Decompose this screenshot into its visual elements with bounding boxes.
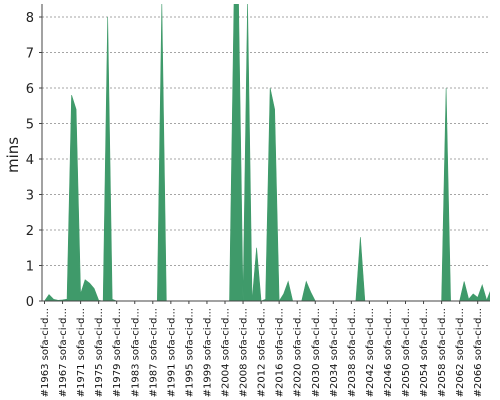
x-tick-label-5: #1983 sofa-ci-d...: [130, 308, 141, 397]
area-series: [44, 4, 490, 301]
y-tick-label-4: 4: [26, 153, 34, 168]
y-tick-label-0: 0: [26, 295, 34, 310]
x-tick-label-11: #2008 sofa-ci-d...: [239, 308, 250, 397]
y-tick-label-6: 6: [26, 82, 34, 97]
y-tick-label-7: 7: [26, 47, 34, 62]
x-tick-label-2: #1971 sofa-ci-d...: [76, 308, 87, 397]
y-tick-labels: 0 1 2 3 4 5 6 7 8: [26, 11, 42, 310]
x-tick-label-7: #1991 sofa-ci-d...: [166, 308, 177, 397]
y-tick-label-3: 3: [26, 189, 34, 204]
x-tick-label-0: #1963 sofa-ci-d...: [40, 308, 51, 397]
y-axis-label: mins: [4, 137, 22, 173]
x-tick-label-17: #2038 sofa-ci-d...: [347, 308, 358, 397]
x-tick-label-10: #2004 sofa-ci-d...: [221, 308, 232, 397]
grid-lines: [42, 16, 490, 266]
x-tick-label-3: #1975 sofa-ci-d...: [94, 308, 105, 397]
x-tick-label-18: #2042 sofa-ci-d...: [365, 308, 376, 397]
y-tick-label-2: 2: [26, 224, 34, 239]
x-tick-label-12: #2012 sofa-ci-d...: [257, 308, 268, 397]
x-tick-label-21: #2054 sofa-ci-d...: [419, 308, 430, 397]
area-series-path: [44, 4, 490, 301]
x-tick-label-19: #2046 sofa-ci-d...: [383, 308, 394, 397]
x-tick-label-22: #2058 sofa-ci-d...: [437, 308, 448, 397]
x-tick-label-13: #2016 sofa-ci-d...: [275, 308, 286, 397]
x-tick-label-23: #2062 sofa-ci-d...: [455, 308, 466, 397]
x-tick-label-6: #1987 sofa-ci-d...: [148, 308, 159, 397]
x-tick-label-9: #1999 sofa-ci-d...: [202, 308, 213, 397]
x-tick-label-4: #1979 sofa-ci-d...: [112, 308, 123, 397]
x-tick-labels: #1963 sofa-ci-d... #1967 sofa-ci-d... #197…: [40, 301, 484, 397]
x-tick-label-8: #1995 sofa-ci-d...: [184, 308, 195, 397]
x-tick-label-20: #2050 sofa-ci-d...: [401, 308, 412, 397]
x-tick-label-16: #2034 sofa-ci-d...: [329, 308, 340, 397]
x-tick-label-1: #1967 sofa-ci-d...: [58, 308, 69, 397]
x-tick-label-15: #2030 sofa-ci-d...: [311, 308, 322, 397]
y-tick-label-8: 8: [26, 11, 34, 26]
y-tick-label-5: 5: [26, 118, 34, 133]
y-tick-label-1: 1: [26, 260, 34, 275]
x-tick-label-24: #2066 sofa-ci-d...: [473, 308, 484, 397]
x-tick-label-14: #2020 sofa-ci-d...: [293, 308, 304, 397]
